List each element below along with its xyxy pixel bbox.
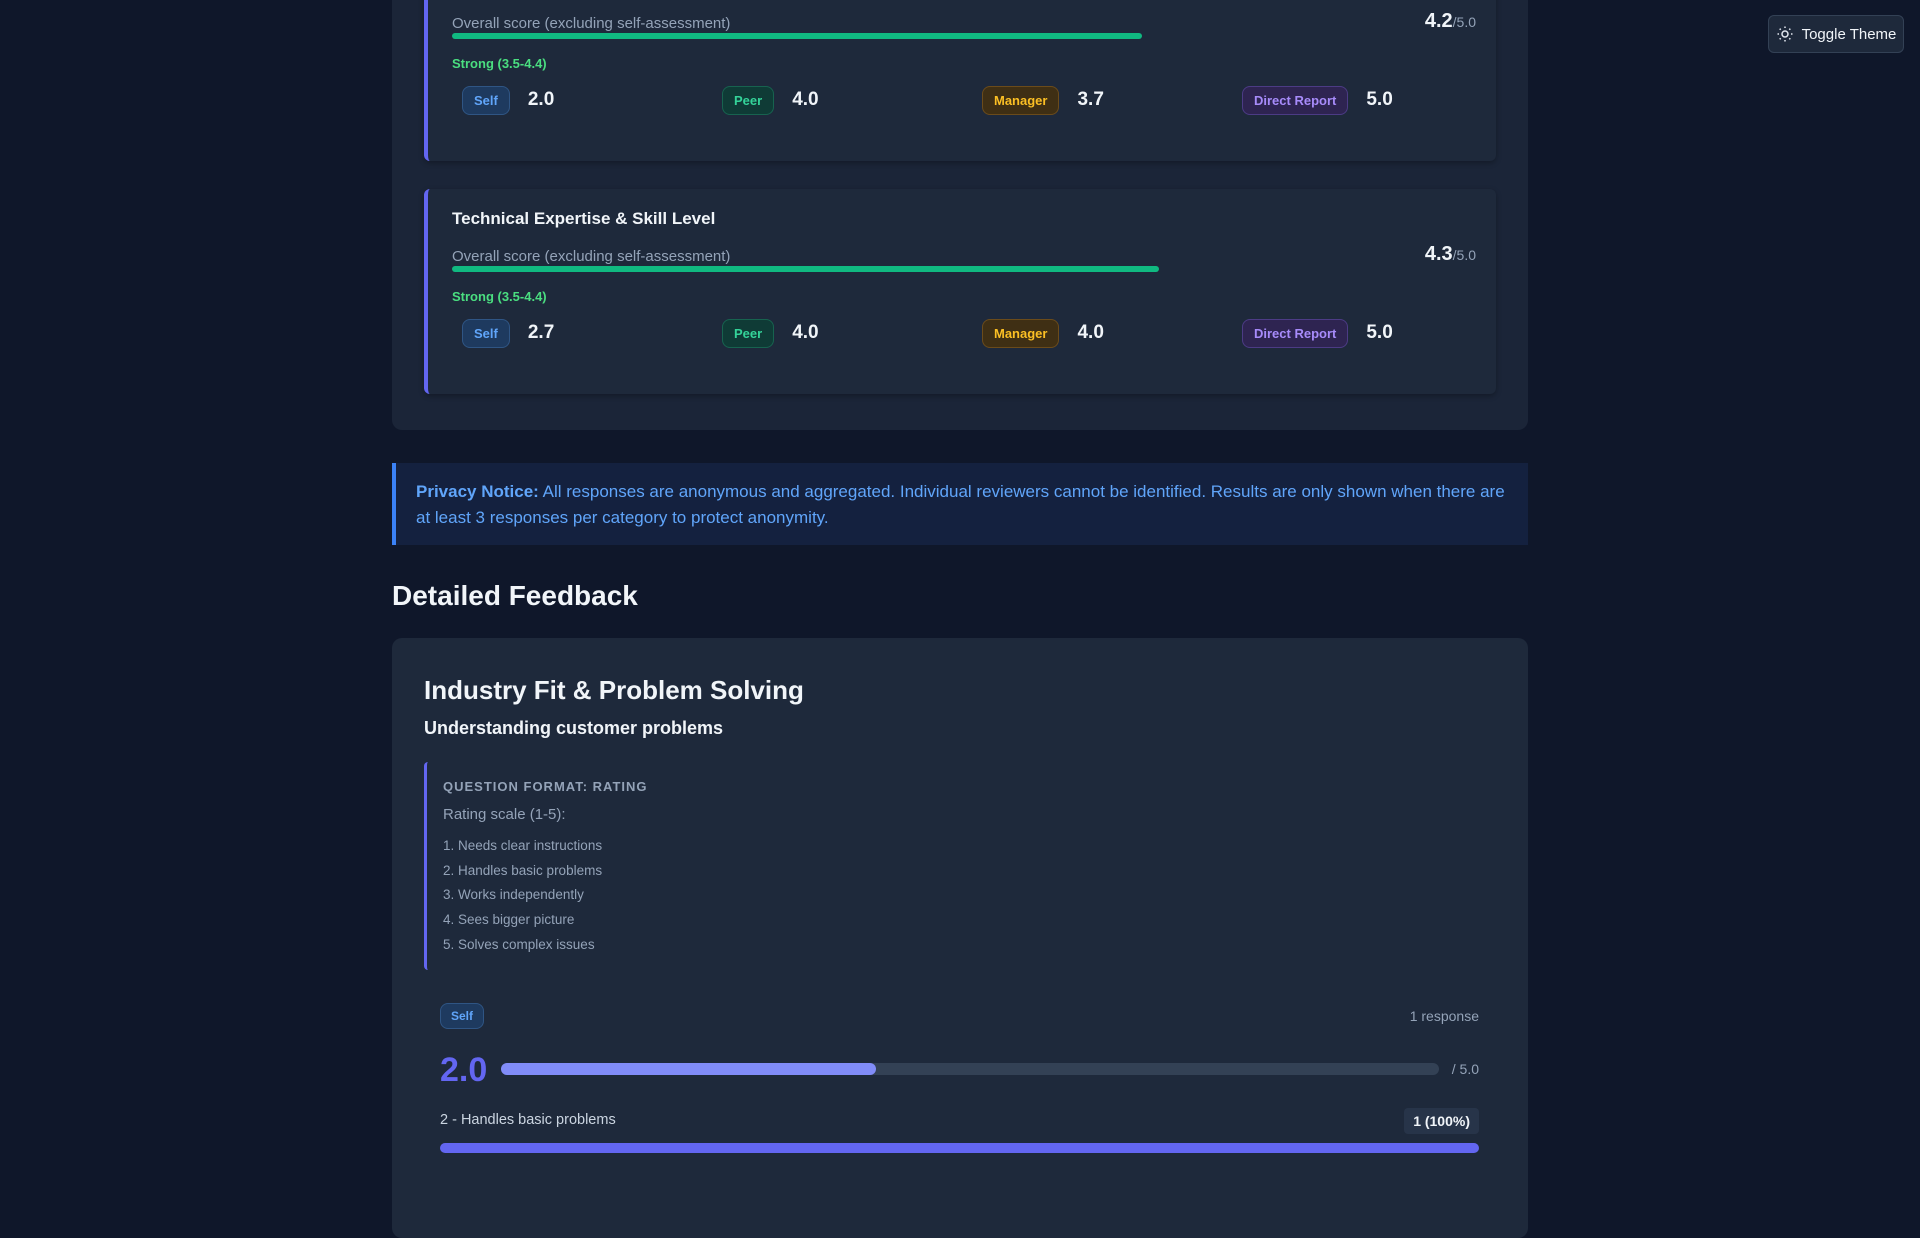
role-pill: Direct Report [1242,85,1349,115]
rating: Self 2.0 [462,85,722,115]
section-title: Industry Fit & Problem Solving [424,675,804,705]
rating: Direct Report 5.0 [1242,85,1502,115]
average-track [501,1063,1439,1075]
band-label: Strong (3.5-4.4) [452,56,547,71]
scale-item: 5. Solves complex issues [443,936,595,952]
toggle-label: Toggle Theme [1801,25,1897,43]
rating-value: 4.0 [792,322,819,343]
option-bar [440,1143,1479,1153]
role-pill: Self [462,318,510,348]
rating: Peer 4.0 [722,318,982,348]
score-value: 4.3 [1424,243,1453,265]
overall-label: Overall score (excluding self-assessment… [452,248,731,265]
score-track [452,33,1274,39]
average-score: 2.0 [440,1051,488,1089]
scale-item: 4. Sees bigger picture [443,912,575,928]
rating: Direct Report 5.0 [1242,318,1502,348]
rating: Manager 3.7 [982,85,1242,115]
question: Understanding customer problems [424,718,724,738]
privacy-label: Privacy Notice: [416,482,539,501]
rating-value: 4.0 [792,89,819,110]
sun-icon [1777,26,1793,42]
score-bar [452,266,1159,272]
band-label: Strong (3.5-4.4) [452,289,547,304]
rating-value: 2.0 [527,89,555,110]
format-label: QUESTION FORMAT: RATING [443,779,648,794]
option-count: 1 (100%) [1404,1108,1479,1134]
scale-item: 2. Handles basic problems [443,862,603,878]
section-heading: Detailed Feedback [392,580,638,611]
rating-value: 4.0 [1077,322,1104,343]
rating-value: 3.7 [1077,89,1104,110]
page: Toggle Theme Privacy Notice: All respons… [392,0,1904,1238]
rating-value: 5.0 [1366,322,1393,343]
score-bar [452,33,1143,39]
rating: Peer 4.0 [722,85,982,115]
rating: Manager 4.0 [982,318,1242,348]
response-count: 1 response [1409,1008,1479,1024]
competency-card: Overall score (excluding self-assessment… [424,0,1496,161]
overall-label: Overall score (excluding self-assessment… [452,15,731,32]
rating-value: 2.7 [527,322,555,343]
feedback-card: Industry Fit & Problem Solving Understand… [392,638,1528,1238]
overall-score: 4.2/5.0 [1425,10,1476,33]
scale-item: 1. Needs clear instructions [443,838,603,853]
role-pill: Self [440,1003,485,1029]
role-pill: Manager [982,318,1060,348]
competency-card: Technical Expertise & Skill Level Overall… [424,189,1496,394]
scale-item: 3. Works independently [443,887,584,903]
privacy-text: All responses are anonymous and aggregat… [416,482,1505,527]
average-bar [501,1063,877,1075]
role-pill: Direct Report [1242,318,1349,348]
overall-score: 4.3/5.0 [1425,243,1476,266]
average-max: / 5.0 [1451,1061,1479,1077]
scale-title: Rating scale (1-5): [443,806,566,823]
question-format-box: QUESTION FORMAT: RATING Rating scale (1-5… [424,762,1467,970]
response-group: Self 1 response 2.0 / 5.0 2 - Handles basic … [440,1003,1479,1203]
rating-value: 5.0 [1366,89,1393,110]
role-pill: Self [462,85,510,115]
score-max: /5.0 [1452,14,1476,30]
score-max: /5.0 [1452,247,1476,263]
score-track [452,266,1274,272]
option-label: 2 - Handles basic problems [440,1112,616,1128]
role-pill: Manager [982,85,1060,115]
role-pill: Peer [722,85,775,115]
score-value: 4.2 [1424,10,1453,32]
privacy-notice: Privacy Notice: All responses are anonym… [392,463,1528,545]
role-pill: Peer [722,318,775,348]
toggle-theme-button[interactable]: Toggle Theme [1768,15,1904,53]
rating: Self 2.7 [462,318,722,348]
competency-title: Technical Expertise & Skill Level [452,209,716,228]
